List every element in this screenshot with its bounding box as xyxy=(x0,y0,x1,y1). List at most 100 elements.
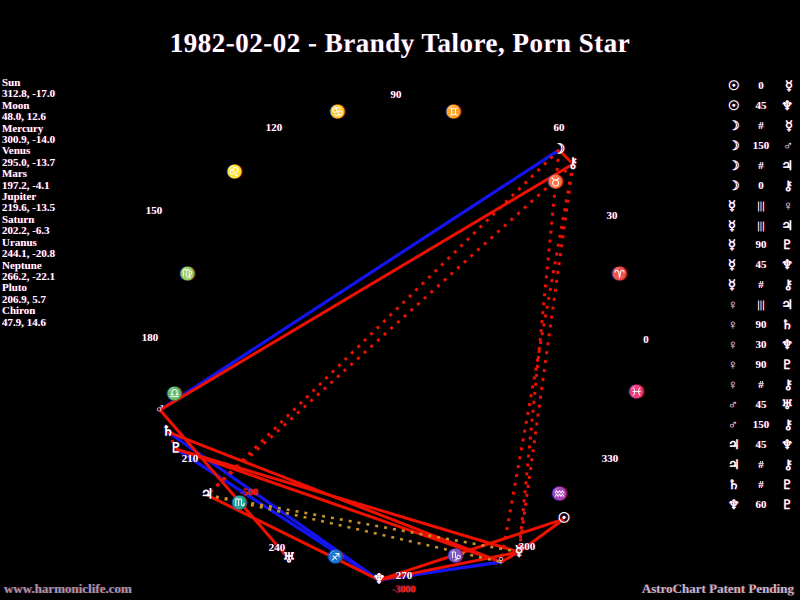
degree-label-330: 330 xyxy=(601,453,619,465)
chart-title: 1982-02-02 - Brandy Talore, Porn Star xyxy=(169,28,631,58)
aspect-row: ☽ # ☿ xyxy=(728,116,793,136)
aspect-line-moon-mars xyxy=(159,148,560,412)
aspect-planet1-icon: ♂ xyxy=(728,416,738,432)
aspect-type-label: 90 xyxy=(755,239,767,252)
aspect-line-moon-jupiter xyxy=(205,148,561,497)
aspect-planet2-icon: ♄ xyxy=(781,317,793,333)
planet-coords-chiron: 47.9, 14.6 xyxy=(2,316,46,329)
planet-coords-uranus: 244.1, -20.8 xyxy=(2,248,56,261)
aspect-row: ♀ 90 ♄ xyxy=(728,315,793,335)
zodiac-aquarius-icon: ♒ xyxy=(551,486,569,501)
aspect-line-sun-mercury xyxy=(518,517,565,554)
aspect-row: ♀ # ⚷ xyxy=(728,375,793,395)
degree-label-240: 240 xyxy=(268,542,286,554)
aspect-type-label: 45 xyxy=(755,438,767,451)
aspect-row: ♀ 30 ♆ xyxy=(728,335,793,355)
planet-coords-neptune: 266.2, -22.1 xyxy=(2,270,56,283)
aspect-row: ☉ 0 ☿ xyxy=(728,76,793,96)
aspect-type-label: # xyxy=(758,279,764,292)
planet-name-sun: Sun xyxy=(2,77,21,89)
degree-label-270: 270 xyxy=(395,570,413,582)
zodiac-cancer-icon: ♋ xyxy=(329,104,347,119)
planet-name-neptune: Neptune xyxy=(2,259,42,272)
aspect-planet1-icon: ☽ xyxy=(728,177,740,193)
aspect-planet2-icon: ♇ xyxy=(781,476,793,492)
degree-label-150: 150 xyxy=(145,205,163,217)
planet-glyph-saturn: ♄ xyxy=(161,424,175,440)
aspect-line-mars-chiron xyxy=(159,162,574,412)
aspect-line-mars-uranus xyxy=(158,409,291,560)
aspect-planet1-icon: ♃ xyxy=(728,436,740,452)
planet-glyph-mars: ♂ xyxy=(154,402,166,417)
planet-name-chiron: Chiron xyxy=(2,305,36,318)
aspect-type-label: 0 xyxy=(758,79,764,92)
aspect-row: ☽ 150 ♂ xyxy=(728,136,793,156)
planet-coords-venus: 295.0, -13.7 xyxy=(2,156,56,169)
aspect-list-panel: ☉ 0 ☿ ☉ 45 ♆ ☽ # ☿ ☽ 150 ♂ ☽ # ♃ ☽ 0 ⚷ ☿ ||| ♀ ☿ ||| ♃ ☿ 90 ♇ ☿ 45 ♆ ☿… xyxy=(728,76,793,515)
aspect-planet2-icon: ♆ xyxy=(781,436,793,452)
aspect-row: ☉ 45 ♆ xyxy=(728,96,793,116)
aspect-planet2-icon: ♇ xyxy=(781,237,793,253)
zodiac-aries-icon: ♈ xyxy=(611,266,629,281)
aspect-type-label: 90 xyxy=(755,319,767,332)
degree-label-300: 300 xyxy=(518,541,536,553)
planet-coords-pluto: 206.9, 5.7 xyxy=(2,293,46,306)
aspect-row: ♃ 45 ♆ xyxy=(728,435,793,455)
zodiac-sagittarius-icon: ♐ xyxy=(327,549,345,564)
aspect-planet2-icon: ⚷ xyxy=(783,277,793,293)
zodiac-virgo-icon: ♍ xyxy=(179,266,197,281)
planet-glyph-uranus: ♅ xyxy=(282,551,296,567)
zodiac-pisces-icon: ♓ xyxy=(628,384,646,399)
aspect-type-label: ||| xyxy=(757,299,765,312)
aspect-planet2-icon: ☿ xyxy=(785,77,793,93)
aspect-planet2-icon: ⚷ xyxy=(783,416,793,432)
planet-name-venus: Venus xyxy=(2,145,31,158)
aspect-planet2-icon: ♃ xyxy=(781,297,793,313)
zodiac-capricorn-icon: ♑ xyxy=(447,548,465,563)
degree-label-60: 60 xyxy=(553,122,565,134)
aspect-planet2-icon: ☿ xyxy=(785,117,793,133)
aspect-type-label: 90 xyxy=(755,359,767,372)
aspect-line-mercury-pluto xyxy=(175,447,520,554)
aspect-row: ☽ 0 ⚷ xyxy=(728,176,793,196)
degree-label-90: 90 xyxy=(390,89,402,101)
degree-label-0: 0 xyxy=(643,334,649,346)
aspect-line-venus-pluto xyxy=(175,447,502,564)
aspect-planet2-icon: ♆ xyxy=(781,337,793,353)
zodiac-leo-icon: ♌ xyxy=(226,164,244,179)
aspect-planet1-icon: ☉ xyxy=(728,97,740,113)
aspect-planet2-icon: ⚷ xyxy=(783,377,793,393)
planet-name-moon: Moon xyxy=(2,99,30,112)
planet-name-mars: Mars xyxy=(2,168,28,181)
planet-glyph-moon: ☽ xyxy=(552,142,566,158)
zodiac-taurus-icon: ♉ xyxy=(547,174,565,189)
aspect-planet2-icon: ♀ xyxy=(783,197,793,213)
planet-glyph-neptune: ♆ xyxy=(372,572,386,588)
aspect-type-label: # xyxy=(758,379,764,392)
aspect-planet1-icon: ♀ xyxy=(728,357,738,373)
aspect-planet2-icon: ♇ xyxy=(781,357,793,373)
aspect-type-label: 150 xyxy=(752,418,770,431)
aspect-planet1-icon: ☿ xyxy=(728,277,736,293)
aspect-line-chiron-jupiter xyxy=(205,162,575,497)
planet-coords-saturn: 202.2, -6.3 xyxy=(2,225,50,238)
aspect-planet2-icon: ⚷ xyxy=(783,177,793,193)
aspect-planet1-icon: ☉ xyxy=(728,77,740,93)
planet-coords-jupiter: 219.6, -13.5 xyxy=(2,202,56,215)
aspect-row: ♂ 150 ⚷ xyxy=(728,415,793,435)
aspect-planet1-icon: ☽ xyxy=(728,157,740,173)
aspect-planet1-icon: ♂ xyxy=(728,396,738,412)
aspect-type-label: 45 xyxy=(755,99,767,112)
aspect-planet1-icon: ☽ xyxy=(728,137,740,153)
aspect-planet1-icon: ☽ xyxy=(728,117,740,133)
aspect-row: ☿ ||| ♀ xyxy=(728,196,793,216)
aspect-planet1-icon: ☿ xyxy=(728,257,736,273)
aspect-type-label: 0 xyxy=(758,179,764,192)
planet-glyph-mercury: ☿ xyxy=(514,544,524,560)
planet-glyph-venus: ♀ xyxy=(495,554,507,569)
aspect-row: ☽ # ♃ xyxy=(728,156,793,176)
aspect-planet2-icon: ♅ xyxy=(781,396,793,412)
planet-name-mercury: Mercury xyxy=(2,122,44,135)
chart-annotation: -500 xyxy=(239,487,259,499)
